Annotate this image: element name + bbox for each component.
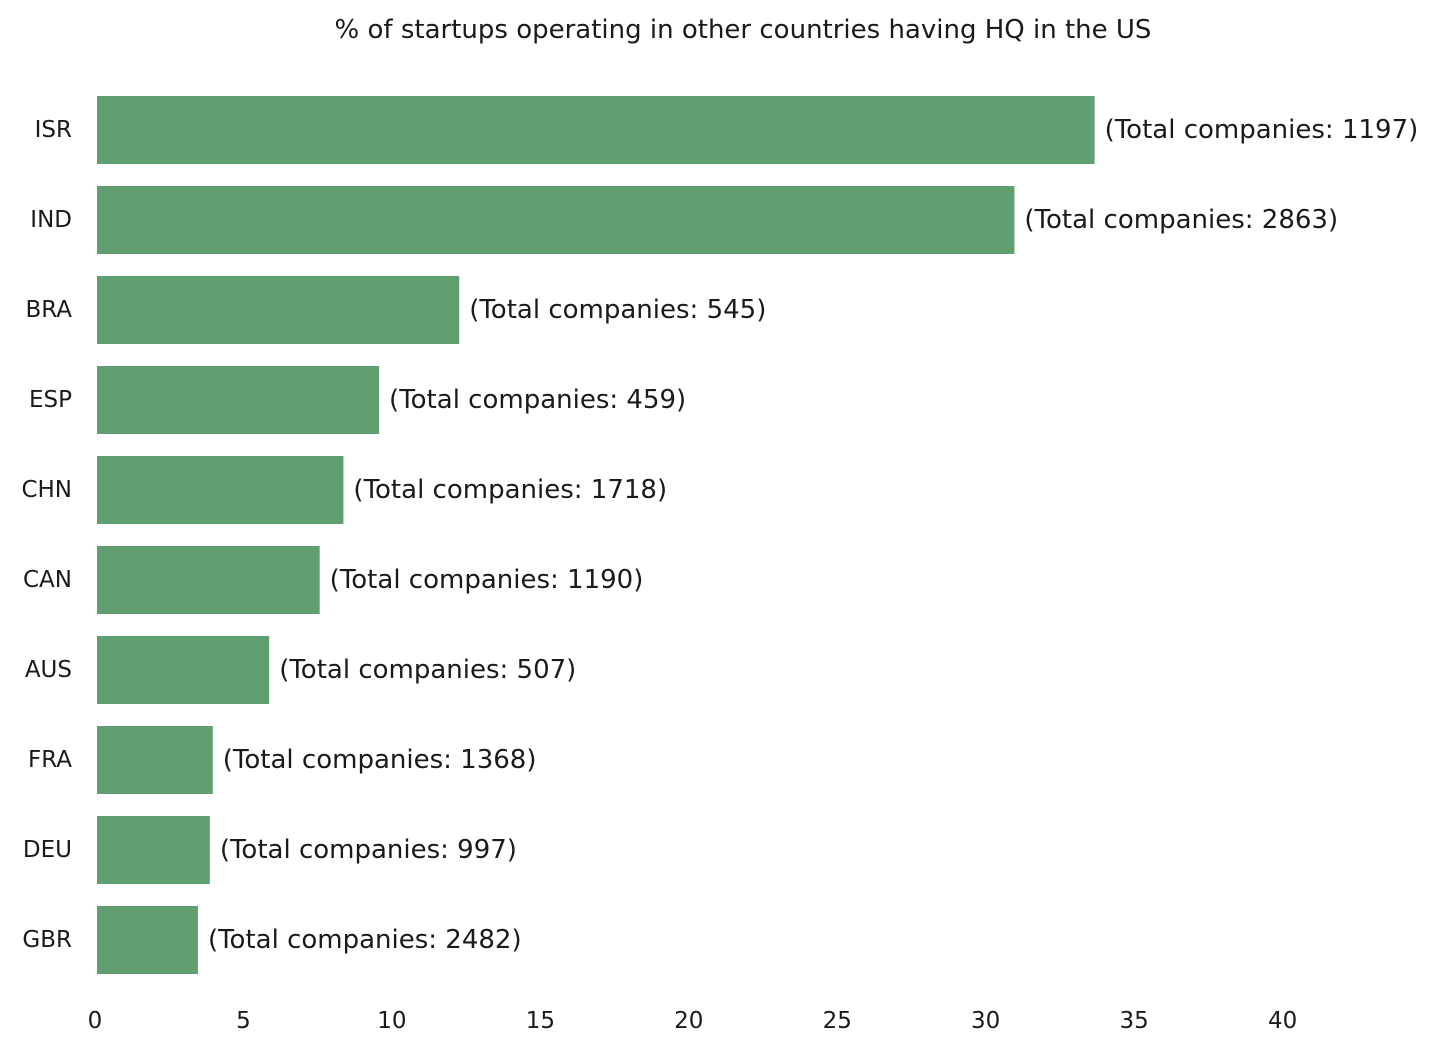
y-tick-label-ind: IND (30, 207, 72, 233)
bar-annotation-ind: (Total companies: 2863) (1024, 205, 1338, 235)
y-tick-label-gbr: GBR (22, 927, 72, 953)
bar-gbr (97, 906, 198, 974)
bar-annotation-fra: (Total companies: 1368) (223, 745, 537, 775)
bar-annotation-isr: (Total companies: 1197) (1105, 115, 1419, 145)
y-axis-tick-labels: ISR IND BRA ESP CHN CAN AUS FRA DEU GBR (21, 117, 72, 953)
x-tick-label-30: 30 (971, 1008, 1000, 1034)
y-tick-label-bra: BRA (25, 297, 72, 323)
bar-annotation-gbr: (Total companies: 2482) (208, 925, 522, 955)
x-tick-label-40: 40 (1268, 1008, 1297, 1034)
bar-annotation-deu: (Total companies: 997) (220, 835, 517, 865)
x-tick-label-0: 0 (88, 1008, 103, 1034)
y-tick-label-isr: ISR (35, 117, 72, 143)
bar-annotation-chn: (Total companies: 1718) (353, 475, 667, 505)
bar-annotation-bra: (Total companies: 545) (469, 295, 766, 325)
chart-title: % of startups operating in other countri… (335, 15, 1152, 45)
bar-annotation-can: (Total companies: 1190) (330, 565, 644, 595)
y-tick-label-chn: CHN (21, 477, 72, 503)
x-tick-label-35: 35 (1120, 1008, 1149, 1034)
x-tick-label-5: 5 (236, 1008, 251, 1034)
bar-fra (97, 726, 213, 794)
bar-can (97, 546, 320, 614)
y-tick-label-esp: ESP (29, 387, 72, 413)
x-axis-tick-labels: 0 5 10 15 20 25 30 35 40 (88, 1008, 1298, 1034)
x-tick-label-25: 25 (823, 1008, 852, 1034)
y-tick-label-aus: AUS (25, 657, 72, 683)
bar-deu (97, 816, 210, 884)
bar-annotation-esp: (Total companies: 459) (389, 385, 686, 415)
bar-esp (97, 366, 380, 434)
bar-bra (97, 276, 460, 344)
x-tick-label-20: 20 (674, 1008, 703, 1034)
bar-annotation-aus: (Total companies: 507) (279, 655, 576, 685)
bar-aus (97, 636, 270, 704)
bar-chn (97, 456, 344, 524)
bars-group (97, 96, 1095, 974)
x-tick-label-10: 10 (377, 1008, 406, 1034)
bar-ind (97, 186, 1015, 254)
y-tick-label-fra: FRA (28, 747, 72, 773)
bar-annotations: (Total companies: 1197) (Total companies:… (208, 115, 1418, 955)
bar-isr (97, 96, 1095, 164)
y-tick-label-can: CAN (23, 567, 72, 593)
y-tick-label-deu: DEU (23, 837, 72, 863)
x-tick-label-15: 15 (526, 1008, 555, 1034)
